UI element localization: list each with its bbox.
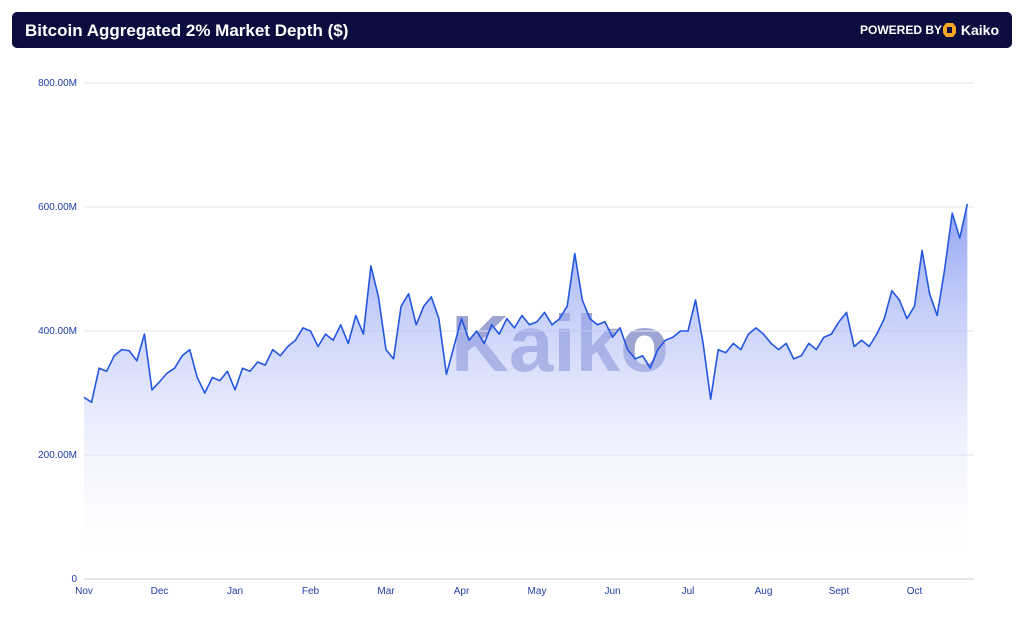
- x-tick-label: Apr: [454, 586, 470, 597]
- y-tick-label: 0: [71, 574, 77, 585]
- y-tick-label: 400.00M: [38, 326, 77, 337]
- x-tick-label: Jun: [604, 586, 620, 597]
- x-tick-label: Jan: [227, 586, 243, 597]
- x-tick-label: Oct: [907, 586, 923, 597]
- brand: Kaiko: [960, 22, 999, 38]
- chart-title: Bitcoin Aggregated 2% Market Depth ($): [25, 21, 349, 40]
- x-tick-label: May: [528, 586, 547, 597]
- x-tick-label: Sept: [829, 586, 850, 597]
- x-tick-label: Jul: [682, 586, 695, 597]
- x-tick-label: Feb: [302, 586, 320, 597]
- x-tick-label: Dec: [151, 586, 169, 597]
- y-tick-label: 600.00M: [38, 202, 77, 213]
- x-tick-label: Mar: [377, 586, 395, 597]
- line: [83, 203, 969, 404]
- logo-icon: [943, 23, 956, 37]
- y-tick-label: 800.00M: [38, 78, 77, 89]
- x-tick-label: Aug: [755, 586, 773, 597]
- powered-by: POWERED BY: [859, 23, 942, 37]
- area-fill: [84, 203, 968, 549]
- x-tick-label: Nov: [75, 586, 93, 597]
- y-tick-label: 200.00M: [38, 450, 77, 461]
- header: Bitcoin Aggregated 2% Market Depth ($) P…: [12, 12, 1012, 48]
